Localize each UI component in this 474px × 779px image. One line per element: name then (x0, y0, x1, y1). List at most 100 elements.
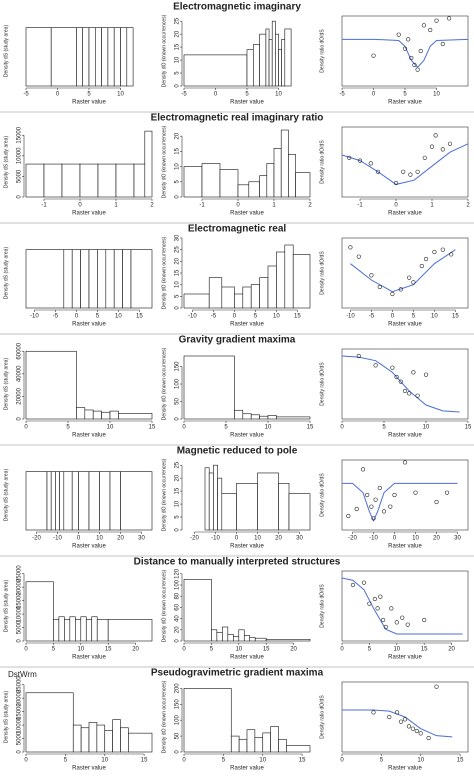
x-axis-label: Raster value (72, 766, 106, 772)
bar (85, 619, 93, 642)
x-tick-label: 0 (236, 203, 240, 209)
point (371, 53, 376, 58)
x-tick-label: -10 (346, 314, 355, 320)
bar (25, 471, 48, 531)
y-tick-label: 20000 (17, 387, 23, 404)
bar (275, 33, 279, 87)
x-tick-label: -10 (53, 536, 62, 542)
point (347, 155, 352, 160)
y-tick-label: 20 (175, 257, 181, 264)
y-tick-label: 5000 (17, 169, 23, 183)
point (406, 37, 411, 42)
bar (88, 27, 96, 87)
bar (234, 409, 244, 420)
y-tick-label: 150 (175, 361, 181, 372)
bar (183, 166, 203, 198)
bar (71, 471, 79, 531)
bar (101, 411, 111, 420)
point (402, 388, 408, 394)
y-axis-label: Density ratio dO/dS (319, 695, 325, 739)
point (389, 606, 394, 611)
bar (63, 471, 73, 531)
bar (113, 27, 121, 87)
bar (144, 130, 153, 198)
x-tick-label: 15 (452, 314, 459, 320)
point (395, 710, 400, 715)
bar (284, 244, 294, 309)
point (418, 731, 423, 736)
bar (76, 27, 84, 87)
bar (230, 735, 240, 753)
point (398, 719, 404, 724)
point (407, 391, 412, 396)
y-tick-label: 0 (175, 306, 181, 310)
y-tick-label: 5 (175, 294, 181, 298)
y-axis-label: Density ratio dO/dS (319, 584, 325, 628)
point (396, 32, 401, 37)
x-axis-label: Raster value (230, 544, 264, 550)
point (367, 601, 372, 606)
point (371, 516, 376, 521)
bar (101, 27, 109, 87)
x-tick-label: 10 (431, 314, 438, 320)
x-tick-label: 15 (307, 425, 314, 431)
x-axis-label: Raster value (230, 322, 264, 328)
y-tick-label: 0 (175, 639, 181, 643)
x-tick-label: 5 (210, 647, 214, 653)
row-title: Pseudogravimetric gradient maxima (151, 668, 324, 679)
point (392, 492, 397, 498)
x-tick-label: 10 (433, 92, 440, 98)
bar (96, 724, 106, 753)
y-tick-label: 0 (17, 750, 23, 754)
bar (267, 265, 277, 309)
y-tick-label: 20 (175, 626, 181, 633)
y-tick-label: 100 (175, 579, 181, 590)
bar (276, 416, 311, 420)
x-axis-label: Raster value (388, 322, 422, 328)
bar (115, 163, 135, 198)
x-tick-label: 0 (340, 647, 344, 653)
bar (104, 730, 113, 753)
x-axis-label: Raster value (230, 433, 264, 439)
y-tick-label: 10000 (17, 605, 23, 622)
bar (75, 619, 82, 642)
x-tick-label: 0 (24, 647, 28, 653)
x-tick-label: 0 (235, 536, 239, 542)
x-tick-label: 5 (380, 758, 384, 764)
point (402, 717, 408, 722)
x-tick-label: 1 (114, 203, 118, 209)
point (348, 245, 353, 250)
row-title: Distance to manually interpreted structu… (134, 557, 341, 568)
bar (126, 27, 134, 87)
y-axis-label: Density dS (study area) (3, 691, 9, 744)
x-tick-label: -10 (211, 536, 220, 542)
x-axis-label: Raster value (388, 766, 422, 772)
bar (78, 471, 90, 531)
point (449, 252, 454, 257)
x-tick-label: 0 (233, 314, 237, 320)
bar (267, 415, 277, 420)
x-tick-label: -20 (32, 536, 41, 542)
point (422, 617, 427, 623)
bar (50, 27, 77, 87)
y-axis-label: Density ratio dO/dS (319, 251, 325, 295)
point (418, 48, 423, 54)
y-tick-label: 0 (175, 417, 181, 421)
x-tick-label: 0 (75, 314, 79, 320)
point (414, 728, 419, 734)
x-axis-label: Raster value (388, 544, 422, 550)
y-tick-label: 15000 (17, 126, 23, 143)
bar (284, 28, 292, 87)
x-axis-label: Raster value (388, 211, 422, 217)
x-tick-label: 0 (372, 92, 376, 98)
plot-box (341, 15, 469, 87)
y-tick-label: 5000 (17, 620, 23, 634)
x-tick-label: 10 (412, 536, 419, 542)
point (350, 582, 356, 588)
y-axis-label: Density ratio dO/dS (319, 473, 325, 517)
x-tick-label: 2 (150, 203, 154, 209)
x-tick-label: 30 (138, 536, 145, 542)
bar (238, 738, 248, 753)
point (346, 513, 351, 519)
point (429, 144, 435, 149)
